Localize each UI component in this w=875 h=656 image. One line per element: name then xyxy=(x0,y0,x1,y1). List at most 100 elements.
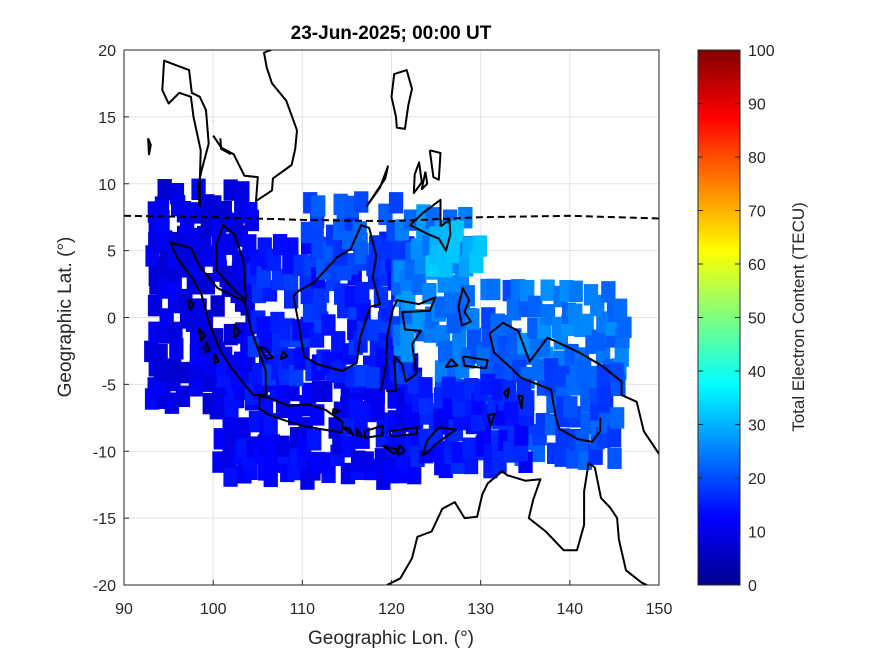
coastline-path xyxy=(258,345,274,360)
tec-cell xyxy=(263,413,278,435)
coastline-path xyxy=(363,424,384,439)
coastline-path xyxy=(258,395,344,434)
coastline-path xyxy=(147,137,152,156)
tec-cell xyxy=(438,340,453,363)
coastline-path xyxy=(213,353,220,364)
tec-cell xyxy=(544,358,559,380)
coastline-path xyxy=(187,298,195,312)
tec-cell xyxy=(236,417,251,439)
x-axis-ticks: 90 100 110 120 130 140 150 xyxy=(115,580,672,618)
x-tick-label: 100 xyxy=(200,601,227,618)
tec-cell xyxy=(568,303,583,325)
tec-cell xyxy=(467,327,482,350)
coastline-path xyxy=(292,224,381,372)
tec-cell xyxy=(156,277,171,299)
tec-cell xyxy=(601,281,616,303)
tec-cell xyxy=(449,220,464,242)
coastline-path xyxy=(486,412,496,427)
colorbar-label: Total Electron Content (TECU) xyxy=(789,202,808,432)
tec-cell xyxy=(617,316,632,339)
tec-cell xyxy=(366,255,381,277)
tec-cell xyxy=(256,316,271,338)
tec-cell xyxy=(503,397,519,420)
tec-cell xyxy=(579,313,594,336)
tec-cell xyxy=(355,281,370,304)
tec-cell xyxy=(348,398,364,420)
coastline-path xyxy=(161,59,210,208)
tec-cell xyxy=(210,295,225,317)
tec-cell xyxy=(540,279,555,301)
coastline-path xyxy=(488,321,659,455)
tec-cell xyxy=(469,251,484,274)
colorbar-tick-label: 30 xyxy=(748,418,766,435)
x-tick-label: 150 xyxy=(646,601,673,618)
tec-cell xyxy=(157,179,172,201)
tec-cell xyxy=(536,335,551,358)
colorbar-tick-label: 70 xyxy=(748,204,766,221)
coastline-path xyxy=(517,394,524,410)
tec-cell xyxy=(331,331,346,353)
tec-cell xyxy=(169,338,184,360)
tec-cell xyxy=(310,404,325,426)
tec-cell xyxy=(465,308,480,330)
tec-cell xyxy=(200,215,215,237)
tec-cell xyxy=(153,360,168,382)
coastline-path xyxy=(390,69,413,130)
y-tick-label: -15 xyxy=(93,511,116,528)
tec-cell xyxy=(610,407,625,429)
tec-cell xyxy=(284,237,299,259)
x-tick-label: 90 xyxy=(115,601,133,618)
tec-cell xyxy=(530,440,545,463)
y-tick-label: 0 xyxy=(107,311,116,328)
tec-cell xyxy=(275,435,290,457)
tec-cell xyxy=(514,424,529,446)
y-tick-label: -5 xyxy=(102,377,116,394)
y-tick-label: -20 xyxy=(93,578,116,595)
tec-cell xyxy=(606,425,622,448)
colorbar-tick-label: 10 xyxy=(748,525,766,542)
tec-cell xyxy=(401,288,416,311)
tec-cell xyxy=(451,441,466,464)
coastline-path xyxy=(365,165,389,208)
coastline-path xyxy=(204,341,211,354)
tec-cell xyxy=(234,351,249,373)
tec-cell xyxy=(418,377,433,399)
colorbar-tick-label: 60 xyxy=(748,257,766,274)
tec-cell xyxy=(175,385,191,407)
tec-cell xyxy=(370,399,385,421)
tec-cell xyxy=(331,361,346,383)
tec-cell xyxy=(200,273,215,295)
tec-cell xyxy=(591,329,606,351)
tec-cell xyxy=(359,451,374,473)
tec-cell xyxy=(321,314,336,336)
tec-cell xyxy=(272,234,288,256)
y-axis-ticks: 20 15 10 5 0 -5 -10 -15 -20 xyxy=(93,43,129,595)
plot-area: 90 100 110 120 130 140 150 20 15 10 5 0 -5 -10 -15 -20 xyxy=(93,43,673,618)
coastline-path xyxy=(341,426,355,437)
tec-cell xyxy=(528,295,543,318)
coastline-path xyxy=(444,358,459,368)
coastline-path xyxy=(331,407,341,415)
tec-cell xyxy=(446,241,461,264)
tec-cell xyxy=(563,396,578,418)
tec-cell xyxy=(590,294,605,317)
colorbar-tick-label: 90 xyxy=(748,97,766,114)
tec-cell xyxy=(211,233,226,255)
tec-cell xyxy=(540,304,556,326)
tec-cell xyxy=(223,179,238,201)
tec-cell xyxy=(197,329,213,351)
tec-cell xyxy=(153,343,168,366)
coastline-path xyxy=(382,444,400,455)
tec-cell xyxy=(566,447,581,469)
y-tick-label: 10 xyxy=(98,177,116,194)
coastline-path xyxy=(420,171,429,191)
colorbar-tick-label: 50 xyxy=(748,311,766,328)
tec-cell xyxy=(472,235,487,257)
coastline-path xyxy=(215,224,248,301)
coastline-path xyxy=(355,427,364,438)
tec-cell xyxy=(408,424,423,446)
tec-cell xyxy=(318,380,333,402)
tec-cell xyxy=(407,462,422,485)
x-tick-label: 140 xyxy=(556,601,583,618)
